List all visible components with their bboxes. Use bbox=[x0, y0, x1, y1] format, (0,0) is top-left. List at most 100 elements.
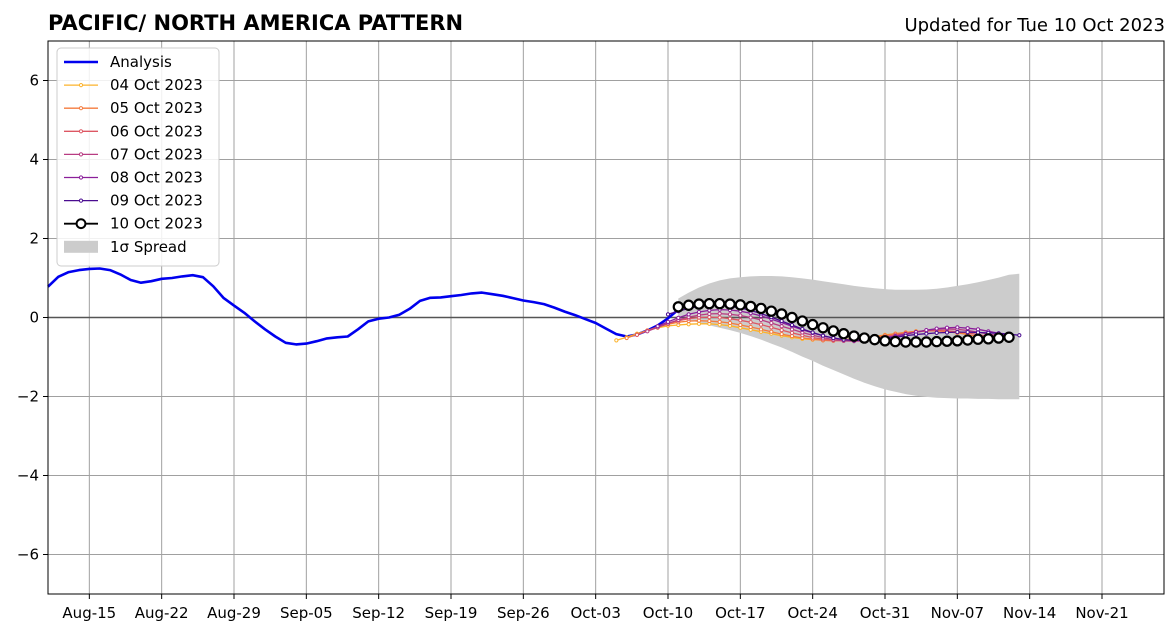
x-tick-label: Oct-17 bbox=[715, 604, 765, 622]
forecast-point bbox=[738, 318, 743, 323]
forecast-point bbox=[686, 312, 691, 317]
chart-title: PACIFIC/ NORTH AMERICA PATTERN bbox=[48, 11, 463, 35]
x-tick-label: Nov-14 bbox=[1003, 604, 1056, 622]
x-tick-label: Aug-29 bbox=[207, 604, 261, 622]
y-tick-label: 0 bbox=[29, 309, 39, 327]
legend-label: 10 Oct 2023 bbox=[110, 215, 203, 233]
forecast-point bbox=[779, 328, 784, 333]
forecast-point bbox=[758, 322, 764, 327]
forecast-point bbox=[769, 329, 774, 334]
forecast-point bbox=[868, 333, 881, 346]
forecast-point bbox=[951, 335, 964, 347]
forecast-point bbox=[831, 335, 836, 341]
y-tick-label: 6 bbox=[29, 72, 39, 90]
legend-label: 05 Oct 2023 bbox=[110, 99, 203, 117]
legend-marker bbox=[78, 175, 84, 180]
x-tick-label: Oct-31 bbox=[860, 604, 910, 622]
y-tick-label: −4 bbox=[17, 467, 39, 485]
forecast-point bbox=[624, 335, 629, 341]
forecast-point bbox=[913, 332, 919, 337]
forecast-point bbox=[934, 330, 939, 336]
forecast-point bbox=[820, 333, 826, 338]
forecast-point bbox=[769, 320, 774, 326]
analysis-line bbox=[47, 267, 680, 346]
forecast-point bbox=[748, 324, 753, 330]
x-tick-label: Sep-26 bbox=[497, 604, 550, 622]
x-tick-label: Oct-24 bbox=[787, 604, 837, 622]
legend-marker bbox=[78, 198, 84, 203]
x-tick-label: Aug-15 bbox=[62, 604, 116, 622]
forecast-point bbox=[645, 329, 650, 334]
x-axis: Aug-15 Aug-22 Aug-29 Sep-05 Sep-12 Sep-19 Sep-… bbox=[62, 594, 1129, 622]
forecast-point bbox=[727, 312, 733, 317]
chart-subtitle: Updated for Tue 10 Oct 2023 bbox=[904, 15, 1165, 36]
forecast-point bbox=[755, 302, 767, 315]
forecast-point bbox=[713, 297, 726, 310]
forecast-point bbox=[738, 313, 743, 318]
forecast-point bbox=[955, 330, 960, 335]
forecast-point bbox=[920, 336, 933, 348]
forecast-point bbox=[703, 297, 716, 310]
forecast-point bbox=[796, 315, 809, 327]
y-tick-label: 2 bbox=[29, 230, 39, 248]
forecast-point bbox=[889, 335, 902, 348]
forecast-point bbox=[810, 330, 815, 335]
forecast-point bbox=[744, 300, 757, 313]
y-tick-label: −2 bbox=[17, 388, 39, 406]
legend-box bbox=[56, 47, 220, 267]
forecast-point bbox=[837, 327, 850, 340]
x-tick-label: Aug-22 bbox=[135, 604, 189, 622]
forecast-point bbox=[934, 326, 939, 331]
forecast-point bbox=[817, 322, 829, 334]
forecast-point bbox=[717, 319, 722, 324]
forecast-point bbox=[786, 311, 798, 324]
forecast-point bbox=[614, 338, 619, 343]
forecast-point bbox=[634, 332, 640, 337]
forecast-point bbox=[961, 334, 974, 346]
forecast-point bbox=[941, 335, 953, 347]
forecast-point bbox=[707, 318, 712, 324]
forecast-point bbox=[800, 326, 805, 332]
x-tick-label: Oct-10 bbox=[643, 604, 693, 622]
forecast-point bbox=[827, 325, 840, 337]
legend-label: 06 Oct 2023 bbox=[110, 122, 203, 140]
forecast-point bbox=[717, 311, 722, 316]
forecast-point bbox=[1003, 331, 1015, 343]
forecast-point bbox=[789, 330, 795, 336]
forecast-point bbox=[738, 322, 743, 328]
forecast-point bbox=[910, 336, 922, 348]
forecast-point bbox=[724, 298, 736, 310]
legend-marker bbox=[78, 152, 84, 157]
forecast-point bbox=[789, 322, 795, 328]
forecast-point bbox=[665, 312, 671, 317]
y-tick-label: 4 bbox=[29, 151, 39, 169]
forecast-point bbox=[965, 330, 970, 335]
forecast-point bbox=[858, 332, 871, 344]
forecast-point bbox=[779, 324, 784, 329]
legend-marker bbox=[78, 129, 84, 134]
legend-marker bbox=[75, 218, 87, 230]
forecast-point bbox=[930, 335, 943, 348]
y-tick-label: −6 bbox=[17, 546, 39, 564]
forecast-point bbox=[727, 320, 733, 326]
forecast-point bbox=[779, 318, 784, 324]
forecast-point bbox=[665, 319, 671, 324]
forecast-point bbox=[655, 324, 660, 329]
forecast-point bbox=[806, 318, 819, 331]
forecast-point bbox=[879, 335, 891, 347]
forecast-point bbox=[758, 317, 764, 322]
legend-label: 1σ Spread bbox=[110, 238, 187, 256]
x-tick-label: Nov-21 bbox=[1075, 604, 1128, 622]
forecast-point bbox=[748, 320, 753, 325]
forecast-point bbox=[944, 325, 950, 330]
y-axis: −6 −4 −2 0 2 4 6 bbox=[17, 72, 48, 564]
forecast-point bbox=[676, 315, 681, 320]
forecast-point bbox=[769, 325, 774, 330]
legend-label: 07 Oct 2023 bbox=[110, 145, 203, 163]
forecast-point bbox=[707, 311, 712, 317]
forecast-point bbox=[682, 299, 695, 311]
legend-label: 08 Oct 2023 bbox=[110, 169, 203, 187]
forecast-point bbox=[696, 309, 702, 315]
forecast-point bbox=[992, 332, 1005, 344]
